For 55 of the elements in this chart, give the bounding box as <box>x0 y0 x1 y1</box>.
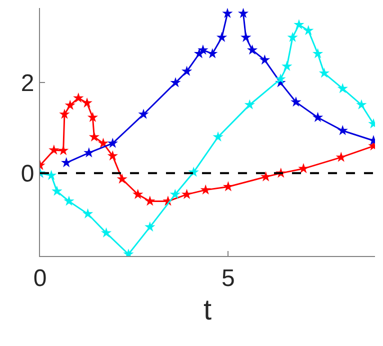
point <box>246 44 258 55</box>
point <box>52 186 62 196</box>
point <box>238 8 249 18</box>
point <box>88 131 100 142</box>
point <box>64 100 76 110</box>
point <box>212 131 224 142</box>
point <box>216 32 228 42</box>
point <box>259 54 270 65</box>
point <box>170 77 181 88</box>
point <box>298 163 309 174</box>
point <box>244 99 255 110</box>
point <box>356 99 367 110</box>
point <box>73 92 84 103</box>
point <box>58 144 69 156</box>
point <box>312 112 324 122</box>
point <box>337 125 348 136</box>
point <box>64 196 74 206</box>
point <box>336 152 346 162</box>
point <box>98 138 109 148</box>
point <box>132 188 144 199</box>
point <box>82 208 94 218</box>
point <box>290 96 302 107</box>
point <box>138 108 149 119</box>
point <box>107 150 118 161</box>
y-tick-label: 2 <box>20 70 34 98</box>
point <box>170 188 180 199</box>
point <box>59 108 70 119</box>
x-tick-label: 5 <box>222 264 235 292</box>
point <box>107 138 118 148</box>
point <box>260 171 272 182</box>
point <box>287 32 298 42</box>
x-axis-title: t <box>203 294 212 327</box>
point <box>303 25 314 36</box>
point <box>198 44 208 55</box>
point <box>240 32 252 42</box>
point <box>82 97 92 108</box>
point <box>207 48 218 58</box>
point <box>312 48 324 58</box>
point <box>181 188 192 199</box>
point <box>116 173 128 184</box>
point <box>144 196 156 206</box>
point <box>181 66 192 76</box>
point <box>282 60 292 71</box>
point <box>337 82 348 94</box>
point <box>48 144 60 155</box>
point <box>144 221 156 232</box>
point <box>200 184 211 194</box>
point <box>87 112 98 122</box>
point <box>294 19 304 30</box>
point <box>84 147 94 158</box>
point <box>222 8 233 18</box>
point <box>275 73 286 84</box>
point <box>61 157 72 168</box>
point <box>318 68 330 78</box>
point <box>100 227 112 238</box>
